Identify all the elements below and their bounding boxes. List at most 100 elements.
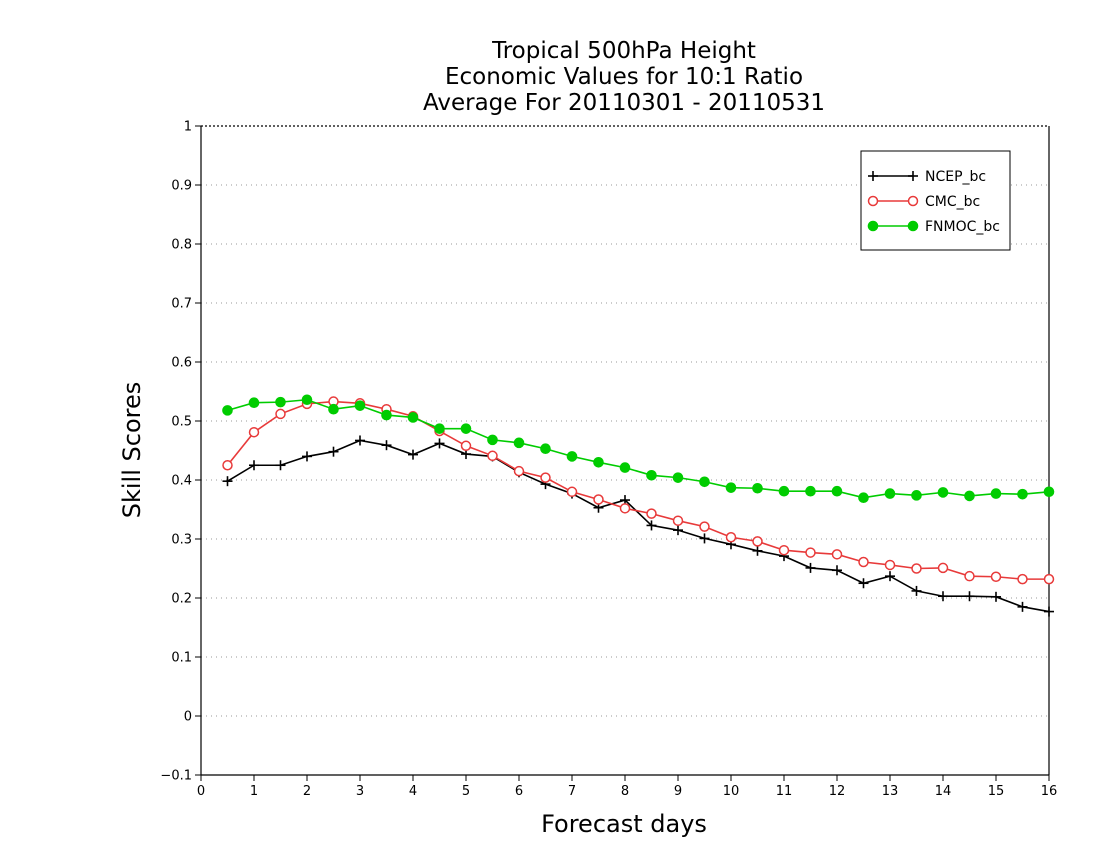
legend-marker-start-cmc-bc (867, 195, 879, 207)
title-line-3: Average For 20110301 - 20110531 (423, 90, 825, 116)
point-cmc-bc-23 (831, 549, 843, 560)
legend-label-cmc-bc: CMC_bc (925, 194, 980, 210)
point-cmc-bc-28 (964, 570, 975, 582)
point-fnmoc-bc-25 (884, 488, 896, 499)
x-tick-label-4: 4 (409, 784, 417, 799)
point-cmc-bc-15 (619, 503, 631, 514)
chart-title: Tropical 500hPa Height Economic Values f… (423, 38, 825, 116)
legend-marker-start-fnmoc-bc (867, 220, 879, 232)
point-fnmoc-bc-28 (964, 490, 975, 502)
point-cmc-bc-12 (540, 472, 551, 483)
x-tick-label-16: 16 (1041, 784, 1058, 799)
y-tick-label-0.2: 0.2 (171, 592, 192, 607)
point-cmc-bc-20 (752, 536, 763, 547)
point-fnmoc-bc-7 (407, 412, 419, 423)
axes (195, 125, 1050, 781)
point-fnmoc-bc-26 (911, 490, 922, 501)
point-fnmoc-bc-31 (1043, 486, 1055, 498)
series-ncep-bc (222, 435, 1054, 617)
x-tick-label-8: 8 (621, 784, 629, 799)
series-line-cmc-bc (226, 400, 1049, 580)
point-cmc-bc-24 (858, 556, 869, 568)
x-tick-label-2: 2 (303, 784, 311, 799)
point-ncep-bc-26 (911, 585, 922, 596)
point-fnmoc-bc-14 (593, 457, 604, 468)
point-ncep-bc-8 (434, 438, 445, 449)
point-fnmoc-bc-19 (725, 482, 737, 493)
point-cmc-bc-31 (1043, 573, 1055, 585)
point-ncep-bc-20 (752, 545, 763, 556)
point-cmc-bc-25 (884, 559, 896, 571)
point-fnmoc-bc-3 (301, 394, 313, 406)
point-fnmoc-bc-21 (778, 485, 790, 497)
point-ncep-bc-16 (646, 520, 657, 531)
title-line-2: Economic Values for 10:1 Ratio (445, 64, 803, 90)
x-tick-label-12: 12 (829, 784, 846, 799)
point-fnmoc-bc-12 (540, 443, 551, 455)
x-tick-label-9: 9 (674, 784, 682, 799)
point-fnmoc-bc-24 (858, 492, 869, 504)
point-cmc-bc-1 (248, 426, 260, 438)
point-cmc-bc-18 (699, 521, 710, 532)
point-cmc-bc-17 (672, 515, 684, 526)
x-tick-label-7: 7 (568, 784, 576, 799)
x-tick-label-14: 14 (935, 784, 952, 799)
series-fnmoc-bc (222, 394, 1055, 504)
point-ncep-bc-17 (673, 525, 683, 536)
y-axis-title: Skill Scores (118, 382, 146, 519)
point-fnmoc-bc-20 (752, 482, 763, 494)
point-ncep-bc-28 (964, 591, 975, 602)
series-layer (222, 394, 1055, 617)
point-cmc-bc-2 (275, 408, 286, 420)
point-ncep-bc-1 (249, 460, 259, 471)
point-cmc-bc-29 (990, 571, 1002, 583)
point-fnmoc-bc-17 (672, 472, 684, 483)
grid-lines (201, 184, 1049, 717)
point-ncep-bc-7 (408, 449, 418, 460)
point-fnmoc-bc-23 (831, 485, 843, 497)
x-tick-label-3: 3 (356, 784, 364, 799)
legend-marker-start-ncep-bc (868, 171, 878, 181)
legend-entry-cmc-bc: CMC_bc (867, 194, 980, 210)
x-tick-label-11: 11 (776, 784, 793, 799)
x-tick-label-13: 13 (882, 784, 899, 799)
point-fnmoc-bc-16 (646, 469, 657, 481)
point-ncep-bc-2 (275, 460, 286, 471)
series-cmc-bc (222, 396, 1055, 585)
legend-marker-end-cmc-bc (907, 195, 919, 207)
title-line-1: Tropical 500hPa Height (491, 38, 756, 64)
point-cmc-bc-30 (1017, 573, 1028, 585)
legend-label-fnmoc-bc: FNMOC_bc (925, 219, 1000, 235)
y-tick-label-0.1: 0.1 (171, 651, 192, 666)
x-tick-label-10: 10 (723, 784, 740, 799)
point-ncep-bc-6 (381, 440, 392, 451)
point-cmc-bc-19 (725, 531, 737, 543)
point-fnmoc-bc-4 (328, 403, 339, 415)
legend-entry-ncep-bc: NCEP_bc (868, 169, 986, 185)
point-ncep-bc-18 (699, 533, 710, 544)
point-cmc-bc-14 (593, 494, 604, 505)
point-fnmoc-bc-1 (248, 397, 260, 409)
point-ncep-bc-27 (938, 591, 948, 602)
point-cmc-bc-21 (778, 544, 790, 556)
y-tick-label-0.6: 0.6 (171, 356, 192, 371)
point-fnmoc-bc-22 (805, 485, 816, 497)
point-cmc-bc-10 (487, 450, 498, 462)
point-ncep-bc-29 (991, 591, 1001, 602)
point-fnmoc-bc-15 (619, 462, 631, 473)
point-ncep-bc-25 (885, 571, 895, 582)
point-ncep-bc-4 (328, 446, 339, 457)
point-fnmoc-bc-0 (222, 405, 233, 416)
y-tick-label--0.1: −0.1 (160, 769, 192, 784)
x-tick-label-0: 0 (197, 784, 205, 799)
point-ncep-bc-30 (1017, 601, 1028, 612)
y-tick-label-1: 1 (184, 120, 192, 135)
point-cmc-bc-22 (805, 547, 816, 558)
legend-entry-fnmoc-bc: FNMOC_bc (867, 219, 1000, 235)
point-fnmoc-bc-30 (1017, 488, 1028, 500)
point-fnmoc-bc-10 (487, 434, 498, 446)
point-cmc-bc-9 (460, 440, 472, 452)
x-tick-label-15: 15 (988, 784, 1005, 799)
